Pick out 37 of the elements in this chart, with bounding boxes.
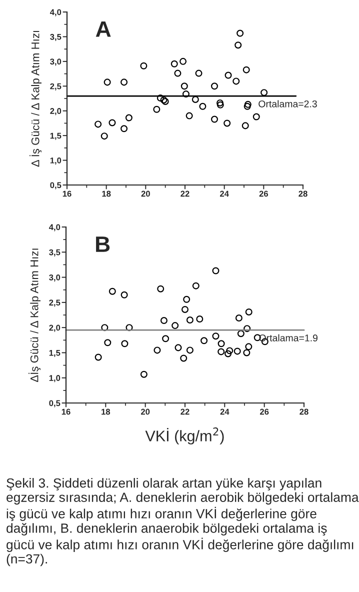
y-axis-title: Δİş Gücü / Δ Kalp Atım Hızı (28, 248, 41, 382)
x-axis-title: VKİ (kg/m$^{2}$) (145, 427, 224, 444)
x-tick-label: 26 (260, 408, 269, 415)
x-tick-label: 16 (62, 408, 70, 415)
y-tick-label: 1,0 (49, 375, 60, 382)
y-tick-label: 2,5 (49, 300, 60, 307)
text: Şekil 3. Şiddeti düzenli olarak artan yüke karşı yapılan egzersiz sırasında; A. deneklerin aerobik bölgedeki ortalama iş gücü ve kalp atımı hızı oranın VKİ değerlerine göre dağılımı, B. deneklerin anaerobik bölgedeki ortalama iş gücü ve kalp atımı hızı oranın VKİ değerlerine göre dağılımı (n=37). (6, 478, 359, 566)
x-tick-label: 22 (180, 190, 190, 197)
y-tick-label: 2,0 (50, 108, 62, 116)
y-tick-label: 1,5 (50, 132, 62, 140)
chart-title: A (96, 21, 111, 37)
y-tick-label: 4,0 (48, 224, 60, 232)
x-tick-label: 20 (141, 190, 150, 197)
x-tick-label: 20 (140, 408, 150, 415)
x-tick-label: 16 (62, 190, 72, 197)
x-tick-label: 22 (180, 408, 190, 415)
x-tick-label: 24 (220, 408, 230, 415)
chart-title: B (96, 236, 110, 252)
y-tick-label: 2,5 (50, 83, 62, 90)
y-tick-label: 1,0 (50, 157, 62, 165)
x-tick-label: 18 (102, 190, 111, 197)
y-tick-label: 4,0 (50, 9, 62, 16)
y-tick-label: 3,5 (50, 34, 62, 42)
y-tick-label: 3,0 (49, 274, 60, 282)
y-axis-title: Δ İş Gücü / Δ Kalp Atım Hızı (30, 30, 42, 167)
y-tick-label: 3,0 (50, 58, 62, 66)
y-tick-label: 1,5 (49, 350, 60, 358)
x-tick-label: 18 (102, 408, 110, 415)
y-tick-label: 0,5 (49, 400, 60, 408)
y-tick-label: 2,0 (49, 324, 60, 332)
y-tick-label: 0,5 (50, 182, 62, 190)
y-tick-label: 3,5 (49, 249, 60, 256)
x-tick-label: 28 (300, 408, 308, 415)
x-tick-label: 26 (259, 190, 268, 197)
ref-line-label: Ortalama=2.3 (258, 100, 317, 108)
x-tick-label: 28 (298, 190, 308, 197)
x-tick-label: 24 (220, 190, 229, 197)
